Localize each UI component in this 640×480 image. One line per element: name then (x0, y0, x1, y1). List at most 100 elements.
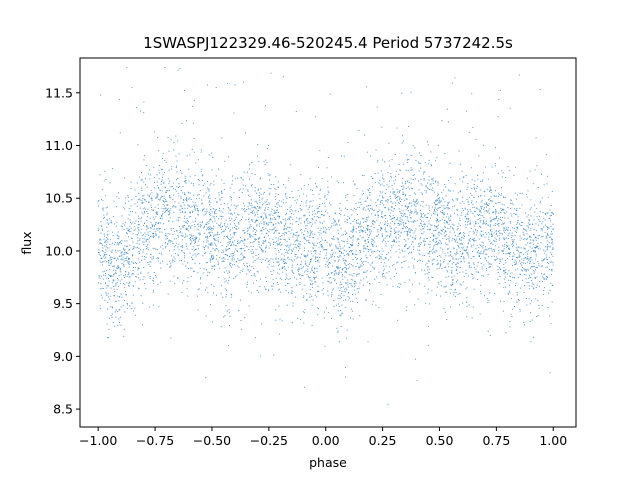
data-point (108, 262, 110, 264)
data-point (404, 227, 406, 229)
data-point (489, 292, 491, 294)
data-point (138, 230, 140, 232)
data-point (439, 220, 441, 222)
data-point (251, 204, 253, 206)
data-point (209, 184, 211, 186)
data-point (393, 183, 395, 185)
data-point (487, 302, 489, 304)
data-point (125, 252, 127, 254)
data-point (506, 246, 508, 248)
data-point (100, 94, 102, 96)
data-point (341, 297, 343, 299)
data-point (495, 210, 497, 212)
data-point (278, 288, 280, 290)
data-point (178, 153, 180, 155)
data-point (344, 230, 346, 232)
data-point (281, 200, 283, 202)
data-point (134, 281, 136, 283)
data-point (303, 295, 305, 297)
data-point (122, 253, 124, 255)
data-point (197, 272, 199, 274)
data-point (345, 260, 347, 262)
data-point (441, 212, 443, 214)
data-point (136, 106, 138, 108)
data-point (178, 243, 180, 245)
data-point (490, 242, 492, 244)
data-point (278, 223, 280, 225)
data-point (394, 217, 396, 219)
data-point (495, 224, 497, 226)
data-point (288, 258, 290, 260)
data-point (356, 254, 358, 256)
data-point (128, 276, 130, 278)
data-point (535, 247, 537, 249)
data-point (253, 251, 254, 253)
data-point (208, 200, 210, 202)
data-point (224, 160, 226, 162)
data-point (115, 251, 117, 253)
data-point (226, 254, 228, 256)
data-point (529, 223, 531, 225)
data-point (336, 273, 338, 275)
data-point (550, 274, 552, 276)
data-point (146, 244, 148, 246)
data-point (354, 293, 356, 295)
data-point (193, 194, 195, 196)
data-point (216, 254, 218, 256)
data-point (515, 231, 517, 233)
data-point (393, 228, 395, 230)
data-point (305, 205, 307, 207)
data-point (463, 232, 465, 234)
data-point (111, 307, 113, 309)
data-point (265, 288, 267, 290)
data-point (130, 221, 132, 223)
data-point (459, 232, 461, 234)
data-point (371, 303, 373, 305)
data-point (489, 240, 491, 242)
data-point (532, 283, 534, 285)
data-point (435, 180, 437, 182)
data-point (533, 234, 535, 236)
data-point (115, 282, 117, 284)
data-point (182, 227, 184, 229)
data-point (480, 220, 482, 222)
data-point (151, 258, 153, 260)
data-point (206, 261, 208, 263)
data-point (200, 277, 202, 279)
data-point (280, 238, 282, 240)
data-point (404, 181, 406, 183)
data-point (380, 261, 382, 263)
data-point (308, 240, 310, 242)
data-point (194, 209, 196, 211)
data-point (210, 284, 212, 286)
data-point (437, 243, 439, 245)
data-point (210, 218, 212, 220)
data-point (183, 251, 185, 253)
data-point (352, 180, 354, 182)
data-point (388, 180, 390, 182)
data-point (501, 233, 503, 235)
data-point (475, 222, 477, 224)
data-point (367, 238, 369, 240)
data-point (299, 244, 301, 246)
data-point (152, 235, 154, 237)
data-point (531, 266, 533, 268)
data-point (120, 258, 122, 260)
data-point (208, 190, 210, 192)
data-point (169, 241, 171, 243)
data-point (326, 198, 328, 200)
data-point (527, 214, 529, 216)
data-point (359, 251, 361, 253)
data-point (332, 252, 334, 254)
data-point (104, 282, 106, 284)
data-point (350, 264, 352, 266)
data-point (455, 254, 457, 256)
data-point (312, 223, 314, 225)
data-point (279, 243, 281, 245)
data-point (316, 186, 318, 188)
data-point (209, 252, 211, 254)
data-point (497, 220, 499, 222)
data-point (107, 238, 109, 240)
data-point (254, 273, 256, 275)
data-point (232, 241, 234, 243)
